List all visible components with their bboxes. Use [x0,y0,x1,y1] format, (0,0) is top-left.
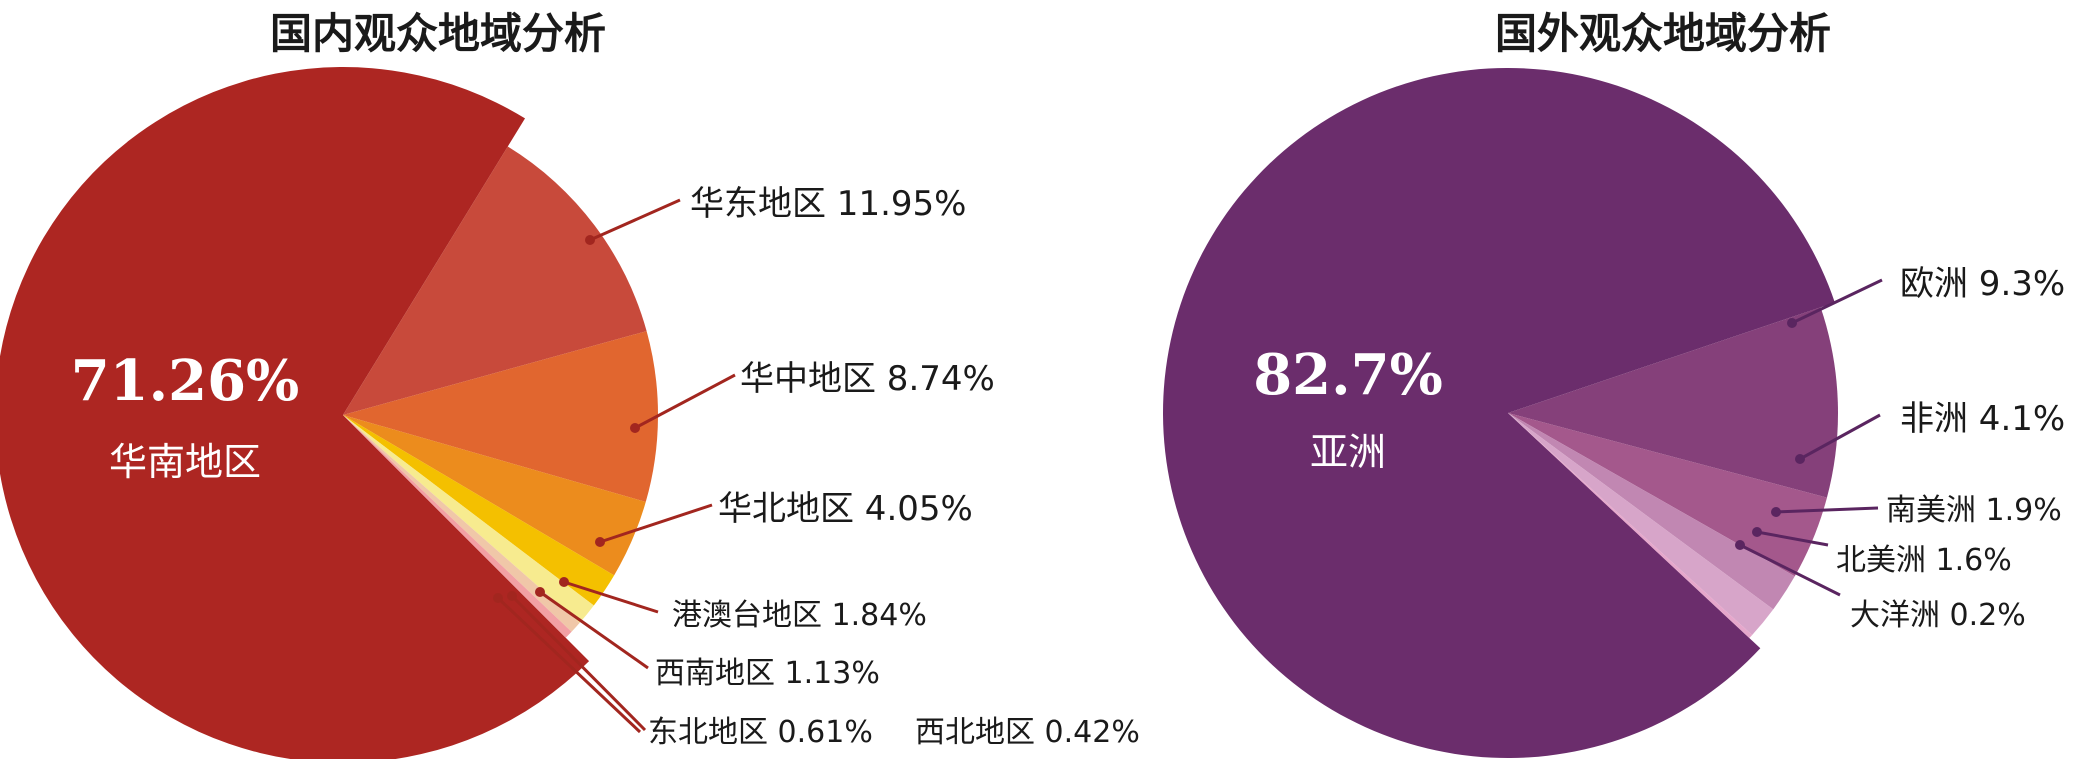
pie1-slice-5 [1508,413,1753,639]
pie0-slice-7 [343,415,572,638]
pie1-dot-4 [1752,527,1762,537]
pie1-leader-3 [1775,506,1879,514]
pie0-dot-4 [559,577,569,587]
pie1-leader-1 [1791,278,1883,325]
pie1-label-4: 北美洲 1.6% [1836,543,2012,578]
pie1-dot-1 [1787,318,1797,328]
pie0-leader-4 [563,580,659,614]
pie0-leader-3 [599,503,713,544]
pie1-main-value: 82.7% [1253,342,1443,408]
pie1-leader-4 [1756,530,1829,547]
pie1-label-3: 南美洲 1.9% [1886,493,2062,528]
pie0-slice-2 [343,331,659,502]
chart-title-domestic: 国内观众地域分析 [270,9,607,58]
pie0-leader-5 [539,590,649,670]
pie0-label-6: 东北地区 0.61% [648,715,873,750]
pie1-dot-2 [1795,454,1805,464]
pie0-label-7: 西北地区 0.42% [915,715,1140,750]
pie0-label-2: 华中地区 8.74% [740,359,995,399]
pie0-slice-5 [343,415,594,623]
pie0-dot-6 [507,591,517,601]
pie0-leader-6 [510,594,647,732]
chart-title-foreign: 国外观众地域分析 [1495,9,1832,58]
pie1-leader-2 [1799,413,1881,461]
pie0-slice-6 [343,415,580,632]
pie0-leader-1 [589,198,681,242]
pie0-dot-5 [535,587,545,597]
pie1-label-5: 大洋洲 0.2% [1850,598,2026,633]
pie0-label-5: 西南地区 1.13% [655,656,880,691]
pie1-slice-4 [1508,413,1774,635]
pie1-main-label: 亚洲 [1310,430,1386,474]
pie1-slice-2 [1508,413,1827,577]
pie0-dot-7 [493,593,503,603]
pie0-dot-1 [585,235,595,245]
pie0-leader-2 [634,373,736,430]
pie0-slice-3 [343,415,646,576]
pie0-label-4: 港澳台地区 1.84% [672,598,927,633]
pie1-slice-1 [1508,307,1839,498]
pie0-label-3: 华北地区 4.05% [718,489,973,529]
pie1-label-2: 非洲 4.1% [1900,399,2065,439]
pie1-dot-3 [1771,507,1781,517]
pie0-leader-7 [496,596,642,734]
pie0-dot-3 [595,537,605,547]
pie1-leader-5 [1739,543,1841,597]
pie0-main-value: 71.26% [71,348,300,414]
pie0-label-1: 华东地区 11.95% [690,184,966,224]
pie1-dot-5 [1735,540,1745,550]
pie1-slice-3 [1508,413,1795,610]
pie0-dot-2 [630,423,640,433]
pie0-slice-main [0,67,590,759]
pie0-slice-1 [343,146,647,415]
pie1-slice-main [1163,68,1835,759]
pie1-label-1: 欧洲 9.3% [1900,264,2065,304]
pie0-slice-4 [343,415,615,606]
pie0-main-label: 华南地区 [109,440,261,484]
